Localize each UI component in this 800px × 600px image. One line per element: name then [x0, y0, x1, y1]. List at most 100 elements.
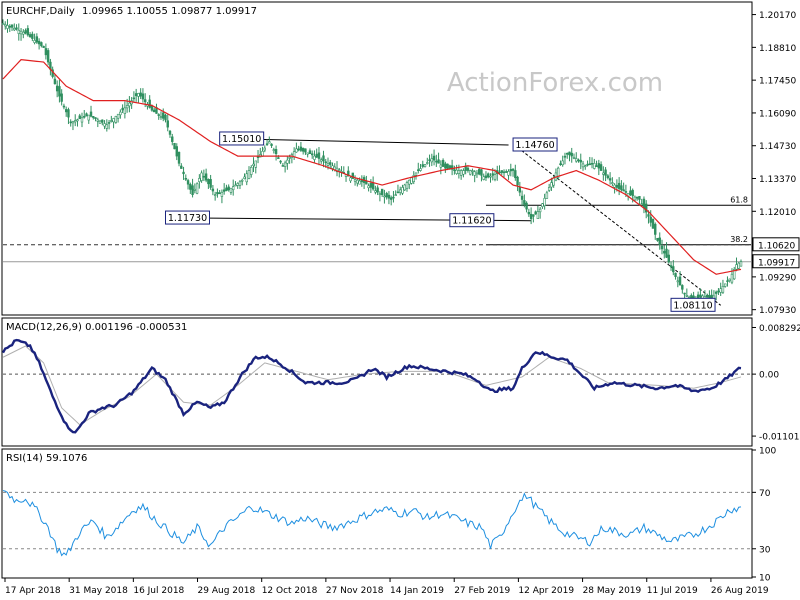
- candle-body: [733, 269, 736, 280]
- candle-body: [225, 187, 228, 191]
- candle-body: [529, 213, 533, 220]
- candle-body: [279, 160, 282, 163]
- candle-body: [728, 278, 731, 281]
- candle-body: [310, 153, 314, 156]
- price-axis-tick: 1.07930: [759, 306, 796, 316]
- candle-body: [624, 191, 628, 193]
- candle-body: [157, 114, 160, 116]
- candle-body: [714, 291, 718, 294]
- candle-body: [326, 163, 330, 166]
- price-tag-label: 1.10620: [758, 241, 795, 251]
- candle-body: [484, 175, 488, 179]
- candle-body: [110, 120, 113, 122]
- x-axis-tick: 16 Jul 2018: [133, 586, 184, 596]
- candle-body: [466, 167, 470, 171]
- candle-body: [450, 165, 454, 170]
- candle-body: [356, 179, 359, 184]
- candle-body: [611, 182, 614, 184]
- candle-body: [532, 214, 535, 217]
- candle-body: [159, 116, 163, 119]
- candle-body: [207, 179, 210, 185]
- candle-body: [419, 168, 422, 171]
- x-axis-tick: 11 Jul 2019: [647, 586, 698, 596]
- candle-body: [387, 194, 391, 199]
- key-level-label: 1.15010: [222, 134, 261, 145]
- candle-body: [505, 171, 508, 173]
- candle-body: [238, 181, 242, 186]
- candle-body: [735, 264, 738, 270]
- candle-body: [631, 189, 634, 197]
- candle-body: [681, 285, 684, 290]
- candle-body: [74, 120, 77, 123]
- candle-body: [369, 183, 373, 188]
- candle-body: [595, 165, 598, 167]
- candle-body: [4, 24, 7, 27]
- candle-body: [283, 162, 287, 167]
- candle-body: [193, 188, 197, 191]
- candle-body: [518, 186, 522, 193]
- key-level-label: 1.11730: [168, 213, 207, 224]
- candle-body: [281, 165, 285, 167]
- candle-body: [620, 185, 623, 191]
- macd-axis-tick: 0.008292: [759, 324, 800, 334]
- candle-body: [638, 196, 641, 200]
- macd-plot: [1, 338, 751, 434]
- candle-body: [683, 292, 686, 295]
- candle-body: [511, 168, 515, 171]
- candle-body: [69, 121, 72, 124]
- downtrend-line: [517, 147, 721, 306]
- candle-body: [426, 162, 429, 164]
- candle-body: [371, 182, 375, 190]
- candle-body: [651, 218, 655, 229]
- candle-body: [322, 155, 325, 162]
- candle-body: [331, 165, 334, 169]
- price-plot: 61.8 38.2 1.15010 1.14760 1.11730 1.11620 1.08…: [1, 19, 751, 312]
- candle-body: [19, 30, 23, 35]
- candle-body: [640, 203, 643, 206]
- candle-body: [315, 153, 318, 158]
- candle-body: [358, 180, 361, 185]
- candle-body: [234, 184, 237, 187]
- candle-body: [423, 164, 427, 168]
- candle-body: [209, 179, 212, 188]
- resistance-line: [242, 138, 509, 146]
- fib-level-label: 61.8: [730, 195, 748, 204]
- candle-body: [405, 182, 409, 189]
- x-axis-tick: 31 May 2018: [69, 586, 128, 596]
- price-tag-label: 1.09917: [758, 258, 795, 268]
- rsi-axis-tick: 30: [759, 545, 771, 555]
- candle-body: [243, 176, 246, 179]
- candle-body: [173, 142, 176, 150]
- candle-body: [15, 27, 18, 30]
- candle-body: [523, 200, 526, 205]
- candle-body: [1, 23, 5, 25]
- candle-body: [80, 117, 84, 123]
- x-axis-tick: 27 Feb 2019: [454, 586, 510, 596]
- candle-body: [412, 175, 415, 182]
- candle-body: [308, 150, 312, 154]
- candle-body: [195, 183, 199, 194]
- candle-body: [468, 170, 472, 175]
- candle-body: [726, 280, 729, 282]
- candle-body: [162, 112, 165, 119]
- candle-body: [380, 188, 384, 195]
- rsi-axis-tick: 70: [759, 489, 771, 499]
- candle-body: [268, 141, 271, 144]
- candle-body: [213, 194, 217, 196]
- candle-body: [552, 177, 555, 186]
- candle-body: [514, 170, 517, 179]
- candle-body: [153, 109, 156, 113]
- candle-body: [175, 146, 178, 157]
- candle-body: [295, 148, 298, 153]
- candle-body: [493, 174, 497, 180]
- candle-body: [658, 237, 661, 245]
- candle-body: [408, 179, 411, 185]
- x-axis-tick: 17 Apr 2018: [5, 586, 61, 596]
- candle-body: [85, 113, 88, 117]
- candle-body: [647, 214, 650, 217]
- x-axis-tick: 27 Nov 2018: [326, 586, 384, 596]
- candle-body: [480, 169, 483, 176]
- candle-body: [148, 99, 151, 108]
- candle-body: [491, 173, 494, 176]
- candle-body: [672, 266, 675, 273]
